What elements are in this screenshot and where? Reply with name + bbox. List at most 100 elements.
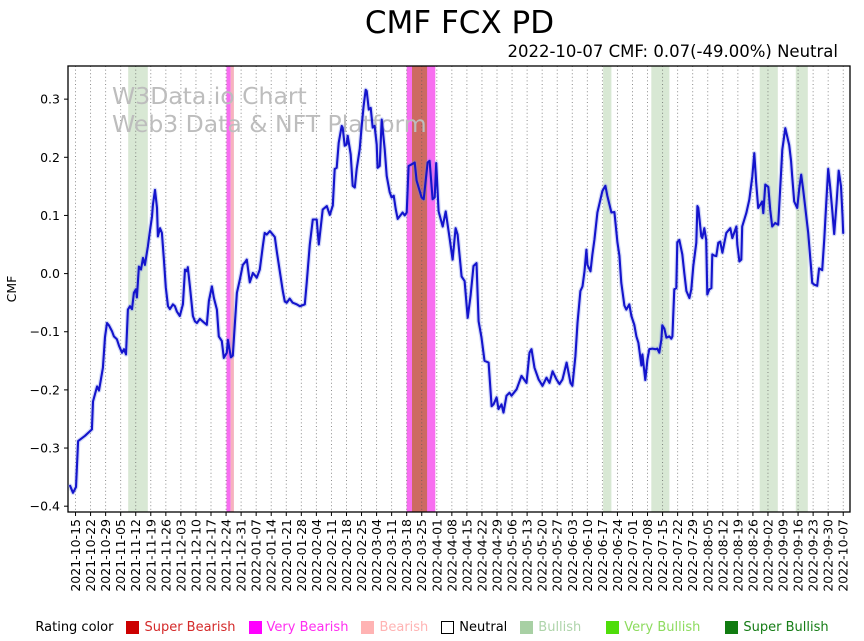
x-tick-label: 2022-09-02 — [760, 519, 775, 592]
x-tick-label: 2022-08-05 — [700, 519, 715, 592]
x-tick-label: 2021-12-10 — [188, 519, 203, 592]
y-tick-label: −0.1 — [30, 324, 60, 339]
x-tick-label: 2022-03-18 — [399, 519, 414, 592]
x-tick-label: 2022-07-29 — [685, 519, 700, 592]
y-tick-label: 0.2 — [40, 150, 60, 165]
x-tick-label: 2022-07-08 — [640, 519, 655, 592]
x-tick-label: 2022-07-15 — [655, 519, 670, 592]
x-tick-label: 2022-01-14 — [264, 519, 279, 592]
x-tick-label: 2022-09-09 — [776, 519, 791, 592]
legend-swatch-very-bearish — [248, 621, 262, 634]
x-tick-label: 2022-02-04 — [309, 519, 324, 592]
legend-swatch-very-bullish — [606, 621, 620, 634]
x-tick-label: 2022-06-17 — [595, 519, 610, 592]
rating-band-very-bearish — [226, 66, 231, 512]
legend-swatch-neutral — [441, 621, 455, 634]
rating-band-bullish — [759, 66, 778, 512]
y-axis: 0.3 0.2 0.1 0.0 −0.1 −0.2 −0.3 −0.4 — [30, 92, 68, 514]
y-tick-label: −0.3 — [30, 441, 60, 456]
x-tick-label: 2021-10-29 — [98, 519, 113, 592]
x-tick-label: 2022-04-15 — [459, 519, 474, 592]
gridlines — [75, 66, 844, 512]
legend-item-super-bullish: Super Bullish — [725, 620, 829, 635]
chart-subtitle: 2022-10-07 CMF: 0.07(-49.00%) Neutral — [507, 42, 838, 61]
x-tick-label: 2022-06-24 — [610, 519, 625, 592]
x-tick-label: 2022-09-23 — [806, 519, 821, 592]
legend-item-bearish: Bearish — [361, 620, 428, 635]
x-tick-label: 2021-12-24 — [219, 519, 234, 592]
x-tick-label: 2021-11-26 — [158, 519, 173, 592]
x-tick-label: 2022-05-27 — [550, 519, 565, 592]
legend-text-super-bullish: Super Bullish — [743, 620, 829, 635]
cmf-line — [69, 88, 845, 494]
x-tick-label: 2021-12-03 — [173, 519, 188, 592]
x-tick-label: 2022-05-20 — [535, 519, 550, 592]
legend-item-very-bearish: Very Bearish — [248, 620, 349, 635]
watermark-line-2: Web3 Data & NFT Platform — [112, 110, 427, 138]
x-tick-label: 2022-08-26 — [745, 519, 760, 592]
x-tick-label: 2022-05-13 — [520, 519, 535, 592]
rating-legend: Rating color Super Bearish Very Bearish Be… — [0, 620, 864, 635]
x-tick-label: 2022-06-10 — [580, 519, 595, 592]
rating-band-bullish — [795, 66, 808, 512]
x-tick-label: 2021-10-15 — [68, 519, 83, 592]
x-tick-label: 2022-03-25 — [414, 519, 429, 592]
legend-text-neutral: Neutral — [459, 620, 508, 635]
y-tick-label: 0.1 — [40, 208, 60, 223]
x-tick-label: 2021-11-12 — [128, 519, 143, 592]
x-tick-label: 2022-01-28 — [294, 519, 309, 592]
legend-text-very-bearish: Very Bearish — [266, 620, 349, 635]
legend-text-super-bearish: Super Bearish — [144, 620, 236, 635]
legend-swatch-super-bullish — [725, 621, 739, 634]
x-tick-label: 2022-04-29 — [490, 519, 505, 592]
watermark-line-1: W3Data.io Chart — [112, 82, 307, 110]
x-tick-label: 2022-07-01 — [625, 519, 640, 592]
x-tick-label: 2022-10-07 — [836, 519, 851, 592]
cmf-line-halo — [67, 87, 846, 496]
x-tick-label: 2022-01-21 — [279, 519, 294, 592]
rating-band-bullish — [651, 66, 670, 512]
legend-swatch-super-bearish — [126, 621, 140, 634]
x-tick-label: 2022-03-04 — [369, 519, 384, 592]
x-tick-label: 2021-11-05 — [113, 519, 128, 592]
x-axis: 2021-10-15 2021-10-22 2021-10-29 2021-11-05… — [68, 512, 851, 592]
y-axis-label: CMF — [4, 276, 19, 303]
x-tick-label: 2022-09-16 — [791, 519, 806, 592]
legend-text-bearish: Bearish — [379, 620, 429, 635]
legend-item-bullish: Bullish — [520, 620, 581, 635]
rating-band-bearish — [230, 66, 234, 512]
legend-swatch-bullish — [520, 621, 534, 634]
x-tick-label: 2022-03-11 — [384, 519, 399, 592]
y-tick-label: −0.2 — [30, 382, 60, 397]
legend-item-very-bullish: Very Bullish — [606, 620, 700, 635]
legend-item-super-bearish: Super Bearish — [126, 620, 236, 635]
rating-band-bullish — [603, 66, 612, 512]
x-tick-label: 2021-11-19 — [143, 519, 158, 592]
x-tick-label: 2021-12-17 — [204, 519, 219, 592]
legend-item-neutral: Neutral — [441, 620, 507, 635]
x-tick-label: 2022-02-25 — [354, 519, 369, 592]
legend-swatch-bearish — [361, 621, 375, 634]
x-tick-label: 2022-02-18 — [339, 519, 354, 592]
y-tick-label: −0.4 — [30, 499, 60, 514]
legend-text-bullish: Bullish — [538, 620, 582, 635]
x-tick-label: 2021-12-31 — [234, 519, 249, 592]
plot-border — [67, 65, 851, 513]
rating-bands — [128, 66, 808, 512]
x-tick-label: 2022-05-06 — [505, 519, 520, 592]
x-tick-label: 2022-04-22 — [474, 519, 489, 592]
x-tick-label: 2022-09-30 — [821, 519, 836, 592]
x-tick-label: 2022-08-12 — [715, 519, 730, 592]
legend-text-very-bullish: Very Bullish — [624, 620, 701, 635]
x-tick-label: 2022-01-07 — [249, 519, 264, 592]
x-tick-label: 2021-10-22 — [83, 519, 98, 592]
legend-label: Rating color — [35, 620, 114, 635]
x-tick-label: 2022-07-22 — [670, 519, 685, 592]
x-tick-label: 2022-04-08 — [444, 519, 459, 592]
x-tick-label: 2022-02-11 — [324, 519, 339, 592]
y-tick-label: 0.3 — [40, 92, 60, 107]
chart-title: CMF FCX PD — [364, 5, 555, 41]
